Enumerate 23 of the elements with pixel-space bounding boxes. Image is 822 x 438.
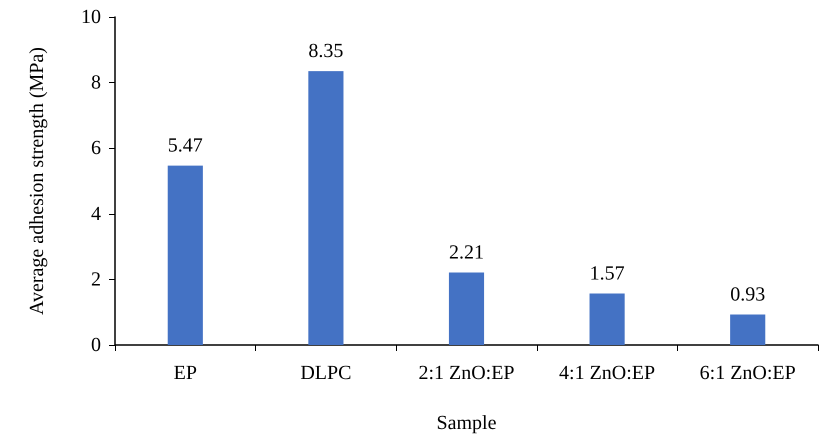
x-tick-label: EP — [174, 362, 197, 384]
y-tick-label: 8 — [91, 72, 101, 94]
y-tick-label: 4 — [91, 202, 101, 225]
y-axis-title: Average adhesion strength (MPa) — [26, 47, 48, 315]
data-label: 8.35 — [308, 40, 344, 62]
data-label: 2.21 — [449, 242, 484, 264]
bar — [730, 314, 766, 345]
y-tick-label: 10 — [81, 6, 101, 28]
x-tick-label: 2:1 ZnO:EP — [418, 362, 515, 384]
data-label: 1.57 — [590, 262, 625, 285]
bar — [590, 294, 625, 345]
x-tick-label: 6:1 ZnO:EP — [700, 362, 796, 384]
data-label: 0.93 — [730, 283, 766, 306]
x-tick-label: DLPC — [300, 362, 352, 384]
y-tick-label: 0 — [91, 334, 101, 356]
x-tick-label: 4:1 ZnO:EP — [559, 362, 656, 384]
x-axis-title: Sample — [436, 412, 497, 434]
y-tick-label: 2 — [91, 268, 101, 290]
bar — [308, 71, 344, 345]
bar — [168, 166, 203, 345]
y-tick-label: 6 — [91, 137, 101, 160]
data-label: 5.47 — [168, 134, 203, 157]
bar — [448, 272, 484, 345]
